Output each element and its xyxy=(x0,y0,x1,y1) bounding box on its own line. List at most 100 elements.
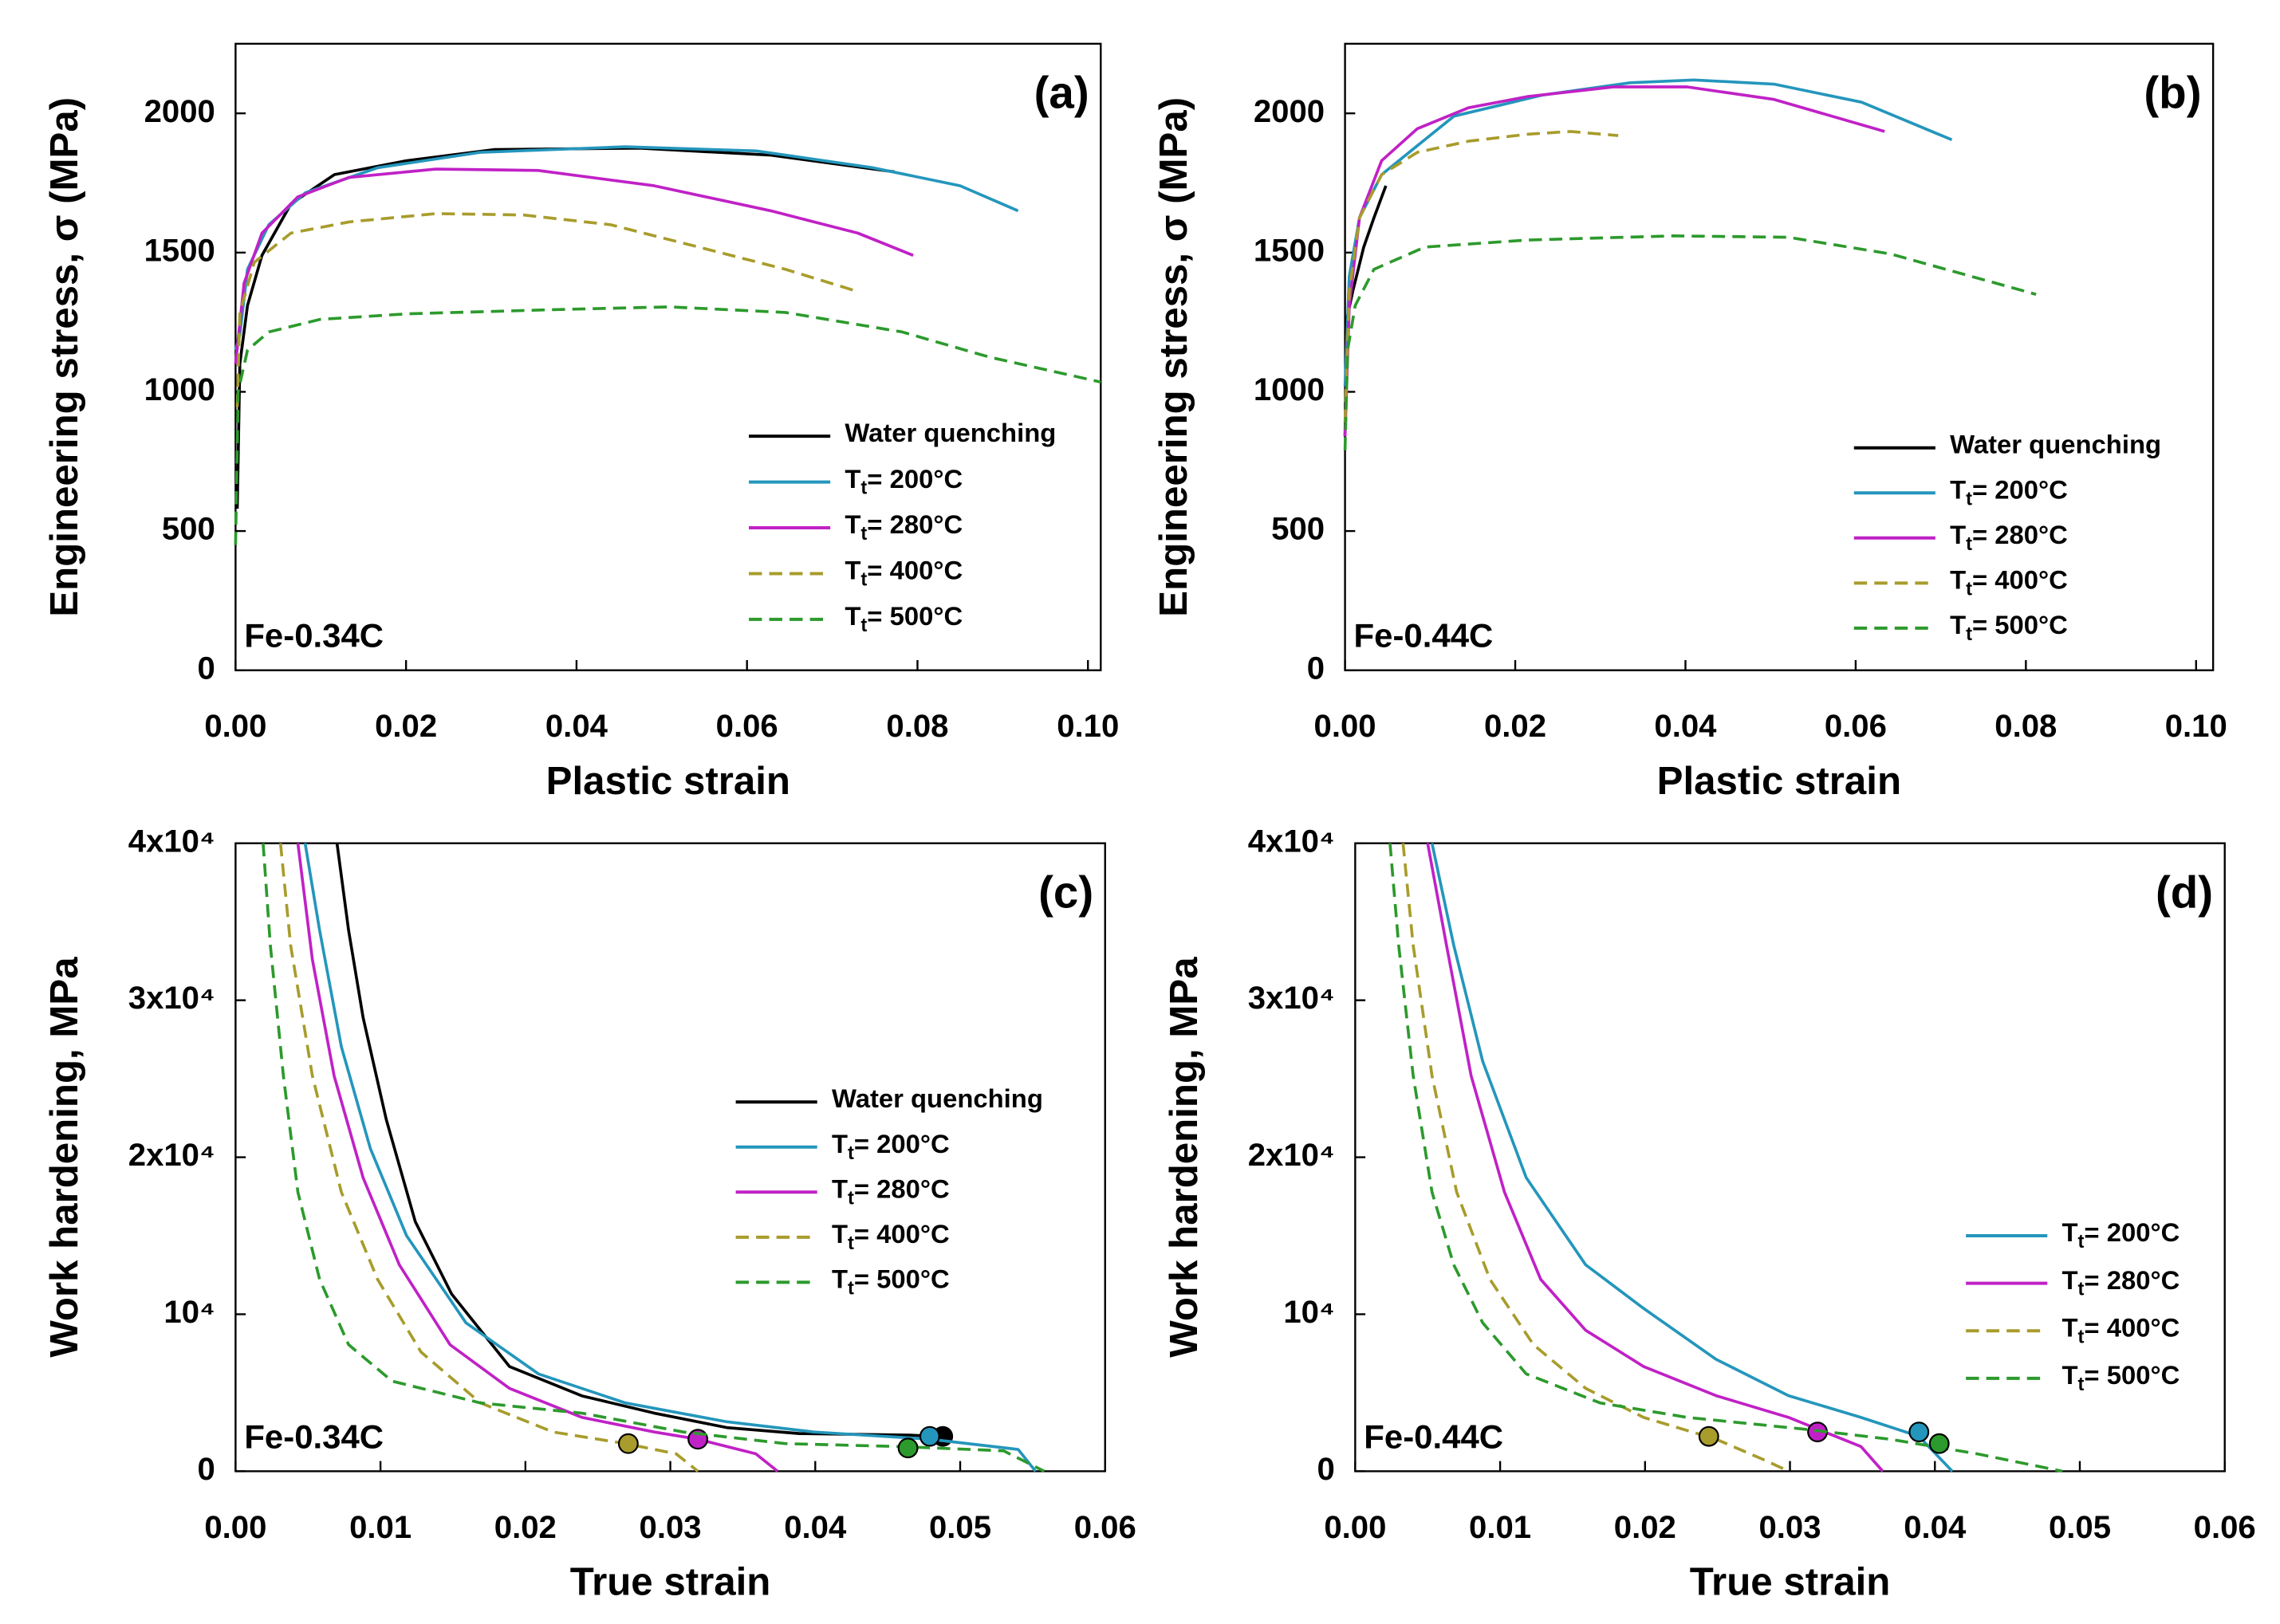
x-tick-label: 0.05 xyxy=(929,1510,991,1545)
x-tick-label: 0.00 xyxy=(1314,709,1376,744)
x-tick-label: 0.00 xyxy=(204,709,266,744)
marker xyxy=(897,1437,919,1459)
y-tick-label: 0 xyxy=(198,1452,215,1487)
y-tick-label: 1500 xyxy=(1254,233,1325,268)
marker xyxy=(1698,1425,1719,1447)
legend-label: Tt= 500°C xyxy=(1950,610,2068,646)
y-tick-label: 2000 xyxy=(144,94,215,129)
x-tick-label: 0.06 xyxy=(1074,1510,1136,1545)
x-tick-label: 0.04 xyxy=(545,709,608,744)
x-axis-label: True strain xyxy=(1690,1560,1891,1604)
panel-label: (c) xyxy=(1038,867,1093,917)
series-line xyxy=(235,147,895,509)
x-tick-label: 0.01 xyxy=(1469,1510,1531,1545)
x-tick-label: 0.02 xyxy=(1484,709,1546,744)
x-tick-label: 0.04 xyxy=(1654,709,1717,744)
legend-label: Tt= 500°C xyxy=(832,1264,950,1300)
legend-label: Tt= 280°C xyxy=(1950,520,2068,556)
y-tick-label: 2000 xyxy=(1254,94,1325,129)
y-axis-label: Engineering stress, σ (MPa) xyxy=(42,97,86,617)
legend-label: Water quenching xyxy=(845,418,1056,447)
y-tick-label: 3x10⁴ xyxy=(1248,981,1335,1016)
legend-label: Water quenching xyxy=(832,1083,1043,1113)
marker xyxy=(617,1433,639,1454)
x-tick-label: 0.04 xyxy=(784,1510,847,1545)
legend-label: Tt= 280°C xyxy=(845,509,963,545)
x-tick-label: 0.10 xyxy=(1057,709,1119,744)
legend-label: Tt= 280°C xyxy=(2061,1264,2180,1300)
series-line xyxy=(1430,843,1954,1473)
series-line xyxy=(1343,185,1388,437)
series-line xyxy=(335,843,943,1438)
y-tick-label: 1000 xyxy=(1254,372,1325,407)
y-tick-label: 1500 xyxy=(144,233,215,268)
y-tick-label: 500 xyxy=(1271,512,1325,547)
x-tick-label: 0.04 xyxy=(1904,1510,1967,1545)
series-line xyxy=(1388,843,2063,1473)
y-tick-label: 2x10⁴ xyxy=(128,1138,215,1173)
y-axis-label: Work hardening, MPa xyxy=(42,957,86,1358)
y-tick-label: 2x10⁴ xyxy=(1248,1138,1335,1173)
y-tick-label: 4x10⁴ xyxy=(128,824,215,859)
panel-label: (d) xyxy=(2156,867,2213,917)
x-tick-label: 0.08 xyxy=(1995,709,2057,744)
x-tick-label: 0.00 xyxy=(204,1510,266,1545)
legend-label: Tt= 200°C xyxy=(2061,1217,2180,1253)
legend-label: Tt= 200°C xyxy=(845,463,963,499)
y-axis-label: Work hardening, MPa xyxy=(1162,957,1206,1358)
y-tick-label: 0 xyxy=(1317,1452,1335,1487)
marker xyxy=(919,1425,940,1447)
x-tick-label: 0.03 xyxy=(1758,1510,1821,1545)
y-tick-label: 500 xyxy=(162,512,215,547)
x-tick-label: 0.08 xyxy=(886,709,948,744)
x-axis-label: True strain xyxy=(570,1560,771,1604)
annotation: Fe-0.44C xyxy=(1354,617,1494,655)
annotation: Fe-0.44C xyxy=(1364,1418,1503,1455)
x-tick-label: 0.05 xyxy=(2049,1510,2111,1545)
marker xyxy=(1908,1421,1930,1443)
series-line xyxy=(234,305,1101,545)
series-line xyxy=(234,167,914,364)
legend-label: Tt= 200°C xyxy=(1950,474,2068,510)
x-tick-label: 0.02 xyxy=(375,709,437,744)
legend-label: Tt= 280°C xyxy=(832,1174,950,1209)
annotation: Fe-0.34C xyxy=(244,617,384,655)
series-line xyxy=(1426,843,1884,1473)
panel-label: (a) xyxy=(1034,67,1089,117)
panel: 0 500 1000 1500 2000 0.00 0.02 0.04 0.06 0.08 0.10… xyxy=(1152,42,2227,803)
x-tick-label: 0.02 xyxy=(494,1510,557,1545)
x-tick-label: 0.06 xyxy=(2194,1510,2256,1545)
y-tick-label: 0 xyxy=(1307,651,1325,686)
series-line xyxy=(278,843,699,1473)
series-line xyxy=(1343,85,1885,437)
y-tick-label: 1000 xyxy=(144,372,215,407)
legend-label: Water quenching xyxy=(1950,430,2161,459)
series-line xyxy=(1343,130,1619,423)
legend-label: Tt= 400°C xyxy=(1950,564,2068,600)
y-tick-label: 4x10⁴ xyxy=(1248,824,1335,859)
panel: 0 10⁴ 2x10⁴ 3x10⁴ 4x10⁴ 0.00 0.01 0.02 0.03 0.04 0… xyxy=(1162,824,2256,1603)
y-tick-label: 10⁴ xyxy=(1283,1295,1334,1330)
x-tick-label: 0.06 xyxy=(716,709,778,744)
plot-frame xyxy=(234,42,1102,671)
annotation: Fe-0.34C xyxy=(244,1418,384,1455)
legend-label: Tt= 200°C xyxy=(832,1129,950,1165)
y-axis-label: Engineering stress, σ (MPa) xyxy=(1152,97,1195,617)
series-line xyxy=(1343,234,2037,450)
x-tick-label: 0.10 xyxy=(2165,709,2227,744)
series-line xyxy=(262,843,1045,1473)
panel: 0 500 1000 1500 2000 0.00 0.02 0.04 0.06 0.08 0.10… xyxy=(42,42,1119,803)
x-axis-label: Plastic strain xyxy=(546,759,790,803)
legend-label: Tt= 500°C xyxy=(845,601,963,637)
x-tick-label: 0.06 xyxy=(1825,709,1887,744)
x-tick-label: 0.02 xyxy=(1614,1510,1676,1545)
x-tick-label: 0.00 xyxy=(1324,1510,1386,1545)
plot-frame xyxy=(1344,42,2215,671)
legend-label: Tt= 400°C xyxy=(845,555,963,591)
series-line xyxy=(235,212,859,407)
marker xyxy=(1928,1433,1950,1454)
y-tick-label: 0 xyxy=(198,651,215,686)
x-axis-label: Plastic strain xyxy=(1657,759,1901,803)
plot-frame xyxy=(234,842,1106,1473)
